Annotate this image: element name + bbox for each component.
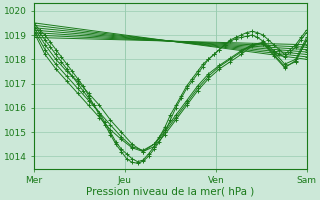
- X-axis label: Pression niveau de la mer( hPa ): Pression niveau de la mer( hPa ): [86, 187, 254, 197]
